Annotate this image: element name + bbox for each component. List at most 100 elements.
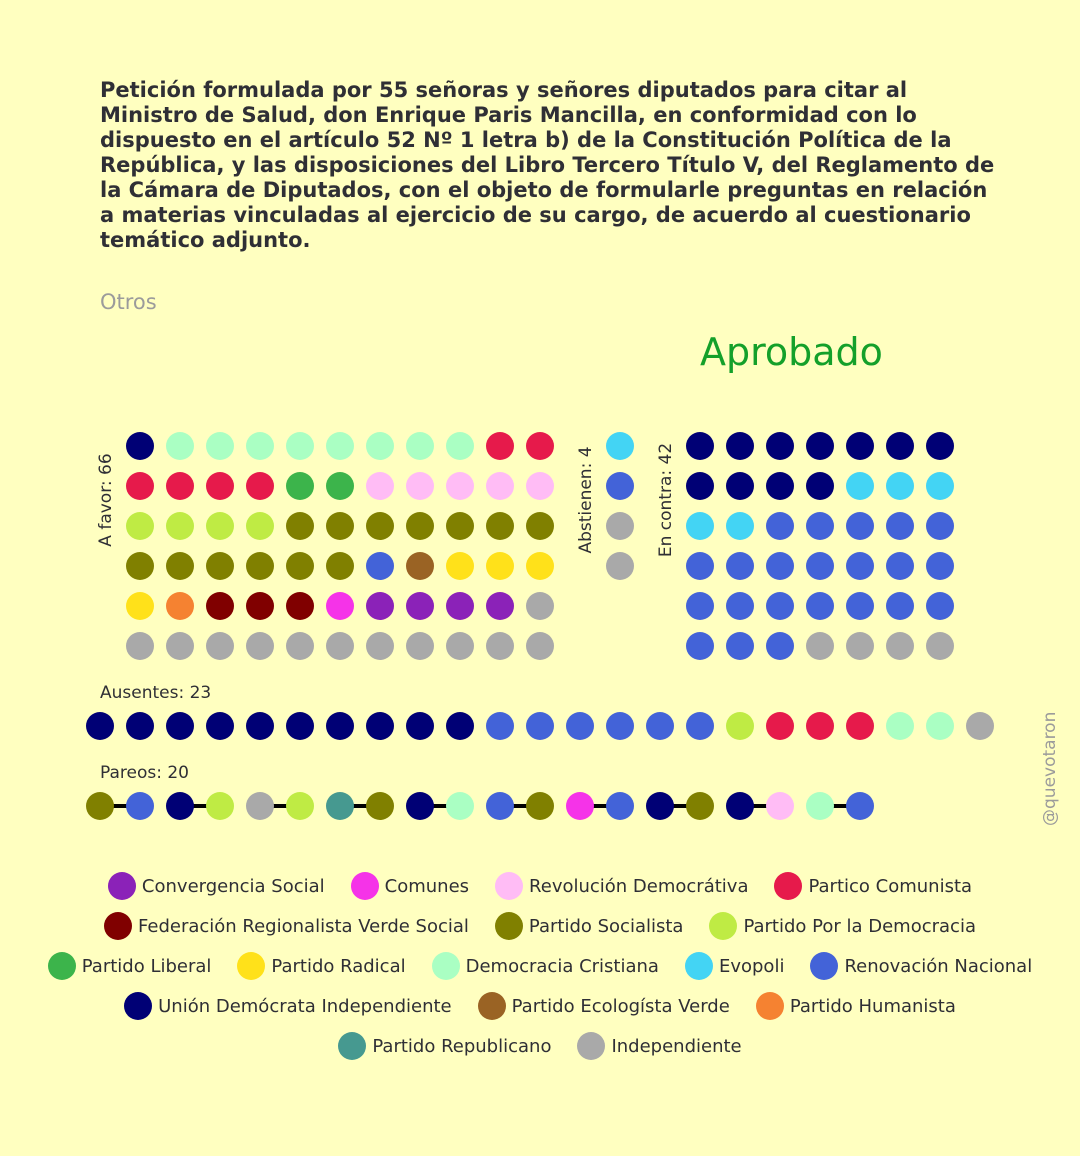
legend-label: Renovación Nacional bbox=[844, 955, 1033, 977]
pareos-vote-dot: Renovación Nacional bbox=[486, 792, 514, 820]
pareos-vote-dot: Comunes bbox=[566, 792, 594, 820]
ausentes-vote-dot: Partido Por la Democracia bbox=[726, 712, 754, 740]
legend-swatch bbox=[124, 992, 153, 1020]
abstienen-vote-dot: Independiente bbox=[606, 512, 634, 540]
contra-vote-dot: Unión Demócrata Independiente bbox=[766, 472, 794, 500]
favor-vote-dot: Partido Socialista bbox=[526, 512, 554, 540]
contra-vote-dot: Renovación Nacional bbox=[926, 592, 954, 620]
ausentes-vote-dot: Unión Demócrata Independiente bbox=[446, 712, 474, 740]
contra-vote-dot: Renovación Nacional bbox=[806, 512, 834, 540]
favor-vote-dot: Partido Liberal bbox=[326, 472, 354, 500]
contra-vote-dot: Renovación Nacional bbox=[726, 592, 754, 620]
favor-vote-dot: Independiente bbox=[446, 632, 474, 660]
favor-vote-dot: Partico Comunista bbox=[526, 432, 554, 460]
favor-vote-dot: Partico Comunista bbox=[246, 472, 274, 500]
legend-row: Federación Regionalista Verde Social Part… bbox=[0, 906, 1080, 946]
favor-vote-dot: Partido Socialista bbox=[406, 512, 434, 540]
favor-vote-dot: Democracia Cristiana bbox=[326, 432, 354, 460]
favor-vote-dot: Partido Socialista bbox=[446, 512, 474, 540]
pareos-vote-dot: Partido Por la Democracia bbox=[206, 792, 234, 820]
favor-vote-dot: Revolución Democrátiva bbox=[486, 472, 514, 500]
contra-vote-dot: Renovación Nacional bbox=[766, 592, 794, 620]
legend-swatch bbox=[684, 952, 713, 980]
favor-vote-dot: Democracia Cristiana bbox=[286, 432, 314, 460]
favor-vote-dot: Independiente bbox=[166, 632, 194, 660]
favor-vote-dot: Partido Socialista bbox=[286, 552, 314, 580]
ausentes-vote-dot: Renovación Nacional bbox=[686, 712, 714, 740]
ausentes-vote-dot: Democracia Cristiana bbox=[926, 712, 954, 740]
legend-item: Partido Por la Democracia bbox=[709, 912, 976, 940]
legend-item: Comunes bbox=[350, 872, 469, 900]
abstienen-vote-dot: Evopoli bbox=[606, 432, 634, 460]
favor-vote-dot: Renovación Nacional bbox=[366, 552, 394, 580]
ausentes-vote-dot: Unión Demócrata Independiente bbox=[286, 712, 314, 740]
favor-label: A favor: 66 bbox=[96, 453, 116, 546]
legend-label: Partido Radical bbox=[271, 955, 406, 977]
legend-swatch bbox=[774, 872, 803, 900]
favor-vote-dot: Partido Socialista bbox=[326, 512, 354, 540]
contra-vote-dot: Renovación Nacional bbox=[686, 552, 714, 580]
legend-item: Partico Comunista bbox=[774, 872, 972, 900]
contra-vote-dot: Unión Demócrata Independiente bbox=[806, 472, 834, 500]
contra-vote-dot: Unión Demócrata Independiente bbox=[686, 472, 714, 500]
favor-vote-dot: Democracia Cristiana bbox=[446, 432, 474, 460]
legend-row: Convergencia Social Comunes Revolución Dem… bbox=[0, 866, 1080, 906]
pareos-vote-dot: Unión Demócrata Independiente bbox=[646, 792, 674, 820]
favor-vote-dot: Independiente bbox=[286, 632, 314, 660]
legend-swatch bbox=[494, 912, 523, 940]
contra-vote-dot: Renovación Nacional bbox=[766, 552, 794, 580]
favor-vote-dot: Partido Ecologísta Verde bbox=[406, 552, 434, 580]
vote-result: Aprobado bbox=[700, 330, 883, 374]
pareos-vote-dot: Partido Socialista bbox=[366, 792, 394, 820]
party-legend: Convergencia Social Comunes Revolución Dem… bbox=[0, 866, 1080, 1066]
favor-vote-dot: Independiente bbox=[126, 632, 154, 660]
legend-item: Revolución Democrátiva bbox=[495, 872, 748, 900]
favor-vote-dot: Convergencia Social bbox=[446, 592, 474, 620]
favor-vote-dot: Partido Socialista bbox=[126, 552, 154, 580]
favor-vote-dot: Unión Demócrata Independiente bbox=[126, 432, 154, 460]
favor-vote-dot: Democracia Cristiana bbox=[246, 432, 274, 460]
favor-vote-dot: Partido Radical bbox=[526, 552, 554, 580]
legend-swatch bbox=[495, 872, 524, 900]
pareos-vote-dot: Democracia Cristiana bbox=[806, 792, 834, 820]
pareos-vote-dot: Unión Demócrata Independiente bbox=[406, 792, 434, 820]
vote-dot-chart: Unión Demócrata Independiente Democracia … bbox=[86, 432, 994, 820]
legend-label: Partido Por la Democracia bbox=[743, 915, 976, 937]
pareos-vote-dot: Partido Por la Democracia bbox=[286, 792, 314, 820]
ausentes-vote-dot: Unión Demócrata Independiente bbox=[126, 712, 154, 740]
favor-vote-dot: Democracia Cristiana bbox=[406, 432, 434, 460]
favor-vote-dot: Partido Socialista bbox=[246, 552, 274, 580]
legend-label: Partico Comunista bbox=[808, 875, 973, 897]
favor-vote-dot: Democracia Cristiana bbox=[206, 432, 234, 460]
contra-vote-dot: Evopoli bbox=[926, 472, 954, 500]
contra-vote-dot: Renovación Nacional bbox=[926, 552, 954, 580]
pareos-vote-dot: Unión Demócrata Independiente bbox=[726, 792, 754, 820]
favor-vote-dot: Independiente bbox=[326, 632, 354, 660]
legend-label: Partido Socialista bbox=[528, 915, 684, 937]
favor-vote-dot: Partido Por la Democracia bbox=[166, 512, 194, 540]
contra-vote-dot: Renovación Nacional bbox=[766, 512, 794, 540]
contra-vote-dot: Renovación Nacional bbox=[886, 592, 914, 620]
contra-vote-dot: Unión Demócrata Independiente bbox=[766, 432, 794, 460]
pareos-vote-dot: Renovación Nacional bbox=[846, 792, 874, 820]
favor-vote-dot: Partido Radical bbox=[446, 552, 474, 580]
favor-vote-dot: Partico Comunista bbox=[126, 472, 154, 500]
contra-vote-dot: Independiente bbox=[806, 632, 834, 660]
pareos-vote-dot: Independiente bbox=[246, 792, 274, 820]
legend-label: Federación Regionalista Verde Social bbox=[138, 915, 469, 937]
favor-vote-dot: Partico Comunista bbox=[206, 472, 234, 500]
legend-item: Federación Regionalista Verde Social bbox=[104, 912, 469, 940]
legend-item: Partido Ecologísta Verde bbox=[477, 992, 730, 1020]
favor-vote-dot: Partido Socialista bbox=[166, 552, 194, 580]
ausentes-vote-dot: Partico Comunista bbox=[846, 712, 874, 740]
pareos-vote-dot: Renovación Nacional bbox=[126, 792, 154, 820]
favor-vote-dot: Federación Regionalista Verde Social bbox=[206, 592, 234, 620]
ausentes-vote-dot: Renovación Nacional bbox=[646, 712, 674, 740]
ausentes-vote-dot: Renovación Nacional bbox=[526, 712, 554, 740]
watermark: @quevotaron bbox=[1040, 711, 1060, 826]
legend-label: Unión Demócrata Independiente bbox=[158, 995, 452, 1017]
contra-vote-dot: Renovación Nacional bbox=[886, 552, 914, 580]
legend-item: Partido Socialista bbox=[494, 912, 684, 940]
legend-swatch bbox=[47, 952, 76, 980]
contra-vote-dot: Renovación Nacional bbox=[766, 632, 794, 660]
